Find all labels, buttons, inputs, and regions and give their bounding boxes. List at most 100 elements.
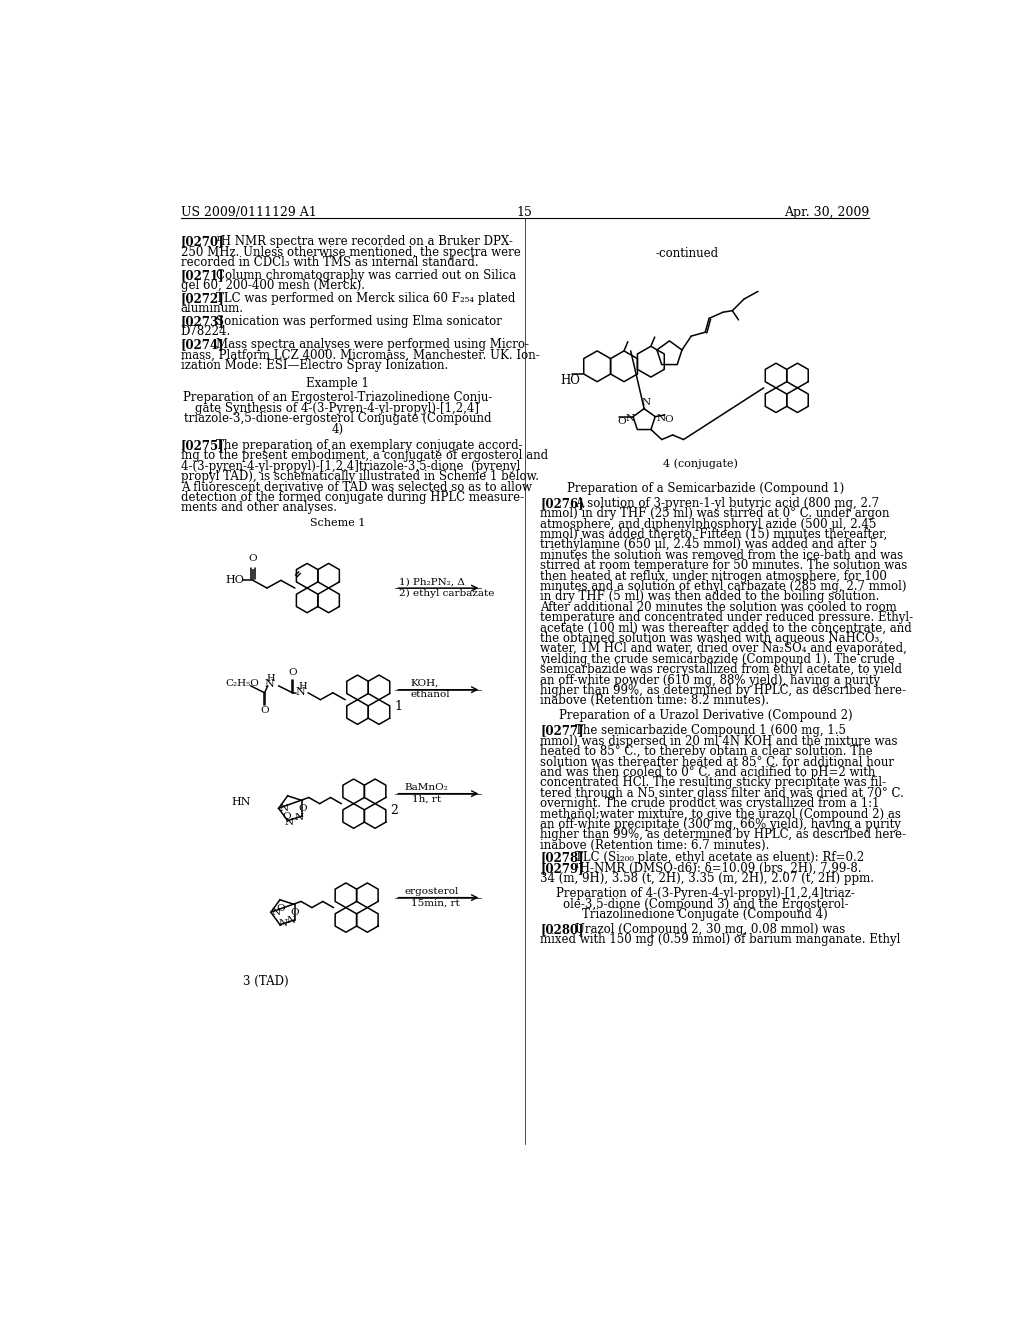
Text: [0277]: [0277] [541,725,584,738]
Text: mmol) was added thereto. Fifteen (15) minutes thereafter,: mmol) was added thereto. Fifteen (15) mi… [541,528,888,541]
Text: aluminum.: aluminum. [180,302,244,315]
Text: The semicarbazide Compound 1 (600 mg, 1.5: The semicarbazide Compound 1 (600 mg, 1.… [575,725,846,738]
Text: ergosterol: ergosterol [404,887,459,896]
Text: overnight. The crude product was crystallized from a 1:1: overnight. The crude product was crystal… [541,797,880,810]
Text: the obtained solution was washed with aqueous NaHCO₃,: the obtained solution was washed with aq… [541,632,884,645]
Text: 4-(3-pyren-4-yl-propyl)-[1,2,4]triazole-3,5-dione  (pyrenyl: 4-(3-pyren-4-yl-propyl)-[1,2,4]triazole-… [180,459,520,473]
Text: temperature and concentrated under reduced pressure. Ethyl-: temperature and concentrated under reduc… [541,611,913,624]
Text: Example 1: Example 1 [306,378,369,391]
Text: 2) ethyl carbazate: 2) ethyl carbazate [399,589,495,598]
Text: heated to 85° C., to thereby obtain a clear solution. The: heated to 85° C., to thereby obtain a cl… [541,744,872,758]
Text: [0270]: [0270] [180,235,224,248]
Text: O: O [261,706,269,715]
Text: concentrated HCl. The resulting sticky precipitate was fil-: concentrated HCl. The resulting sticky p… [541,776,887,789]
Text: Apr. 30, 2009: Apr. 30, 2009 [783,206,869,219]
Text: minutes and a solution of ethyl carbazate (285 mg, 2.7 mmol): minutes and a solution of ethyl carbazat… [541,579,907,593]
Text: 15: 15 [517,206,532,219]
Text: N: N [656,413,666,422]
Text: tered through a N5 sinter glass filter and was dried at 70° C.: tered through a N5 sinter glass filter a… [541,787,904,800]
Text: ¹H NMR spectra were recorded on a Bruker DPX-: ¹H NMR spectra were recorded on a Bruker… [216,235,512,248]
Text: [0278]: [0278] [541,851,584,865]
Text: [0271]: [0271] [180,269,224,282]
Text: solution was thereafter heated at 85° C. for additional hour: solution was thereafter heated at 85° C.… [541,755,894,768]
Text: and was then cooled to 0° C. and acidified to pH=2 with: and was then cooled to 0° C. and acidifi… [541,766,876,779]
Text: triazole-3,5-dione-ergosterol Conjugate (Compound: triazole-3,5-dione-ergosterol Conjugate … [183,412,490,425]
Text: ing to the present embodiment, a conjugate of ergosterol and: ing to the present embodiment, a conjuga… [180,449,548,462]
Text: Triazolinedione Conjugate (Compound 4): Triazolinedione Conjugate (Compound 4) [583,908,828,921]
Text: N: N [280,804,289,813]
Text: N: N [296,686,305,697]
Text: 4): 4) [331,422,343,436]
Text: C₂H₅O: C₂H₅O [225,678,259,688]
Text: then heated at reflux, under nitrogen atmosphere, for 100: then heated at reflux, under nitrogen at… [541,570,887,582]
Text: Sonication was performed using Elma sonicator: Sonication was performed using Elma soni… [216,315,502,329]
Text: ization Mode: ESI—Electro Spray Ionization.: ization Mode: ESI—Electro Spray Ionizati… [180,359,447,372]
Text: higher than 99%, as determined by HPLC, as described here-: higher than 99%, as determined by HPLC, … [541,829,906,841]
Text: N: N [642,397,651,407]
Text: US 2009/0111129 A1: US 2009/0111129 A1 [180,206,316,219]
Text: 3 (TAD): 3 (TAD) [243,974,289,987]
Text: 1h, rt: 1h, rt [413,795,441,804]
Text: Scheme 1: Scheme 1 [309,517,365,528]
Text: 250 MHz. Unless otherwise mentioned, the spectra were: 250 MHz. Unless otherwise mentioned, the… [180,246,520,259]
Text: Preparation of a Urazol Derivative (Compound 2): Preparation of a Urazol Derivative (Comp… [558,709,852,722]
Text: [0273]: [0273] [180,315,224,329]
Text: methanol:water mixture, to give the urazol (Compound 2) as: methanol:water mixture, to give the uraz… [541,808,901,821]
Text: HN: HN [231,797,251,807]
Text: H: H [299,682,307,692]
Text: Mass spectra analyses were performed using Micro-: Mass spectra analyses were performed usi… [216,338,528,351]
Text: atmosphere, and diphenylphosphoryl azide (500 μl, 2.45: atmosphere, and diphenylphosphoryl azide… [541,517,877,531]
Text: 2: 2 [390,804,398,817]
Text: [0276]: [0276] [541,496,584,510]
Text: acetate (100 ml) was thereafter added to the concentrate, and: acetate (100 ml) was thereafter added to… [541,622,912,635]
Text: N: N [279,919,288,928]
Text: O: O [289,668,297,677]
Text: N: N [295,813,304,822]
Text: O: O [617,417,627,425]
Text: ¹H-NMR (DMSO-d6): δ=10.09 (brs, 2H), 7.99-8.: ¹H-NMR (DMSO-d6): δ=10.09 (brs, 2H), 7.9… [575,862,861,875]
Text: 34 (m, 9H), 3.58 (t, 2H), 3.35 (m, 2H), 2.07 (t, 2H) ppm.: 34 (m, 9H), 3.58 (t, 2H), 3.35 (m, 2H), … [541,873,874,886]
Text: inabove (Retention time: 6.7 minutes).: inabove (Retention time: 6.7 minutes). [541,838,770,851]
Text: -continued: -continued [655,247,718,260]
Text: O: O [276,904,285,912]
Text: TLC was performed on Merck silica 60 F₂₅₄ plated: TLC was performed on Merck silica 60 F₂₅… [216,292,515,305]
Text: Urazol (Compound 2, 30 mg, 0.08 mmol) was: Urazol (Compound 2, 30 mg, 0.08 mmol) wa… [575,923,846,936]
Text: [0280]: [0280] [541,923,584,936]
Text: Preparation of a Semicarbazide (Compound 1): Preparation of a Semicarbazide (Compound… [566,482,844,495]
Text: inabove (Retention time: 8.2 minutes).: inabove (Retention time: 8.2 minutes). [541,694,769,708]
Text: higher than 99%, as determined by HPLC, as described here-: higher than 99%, as determined by HPLC, … [541,684,906,697]
Text: an off-white precipitate (300 mg, 66% yield), having a purity: an off-white precipitate (300 mg, 66% yi… [541,818,901,830]
Text: 15min, rt: 15min, rt [411,899,460,907]
Text: 1: 1 [394,700,402,713]
Text: After additional 20 minutes the solution was cooled to room: After additional 20 minutes the solution… [541,601,897,614]
Text: O: O [665,414,673,424]
Text: O: O [283,812,291,821]
Text: mixed with 150 mg (0.59 mmol) of barium manganate. Ethyl: mixed with 150 mg (0.59 mmol) of barium … [541,933,901,946]
Text: propyl TAD), is schematically illustrated in Scheme 1 below.: propyl TAD), is schematically illustrate… [180,470,539,483]
Text: HO: HO [225,576,245,585]
Text: water, 1M HCl and water, dried over Na₂SO₄ and evaporated,: water, 1M HCl and water, dried over Na₂S… [541,643,907,655]
Text: The preparation of an exemplary conjugate accord-: The preparation of an exemplary conjugat… [216,440,522,451]
Text: BaMnO₂: BaMnO₂ [404,783,449,792]
Text: 1) Ph₂PN₂, Δ: 1) Ph₂PN₂, Δ [399,577,465,586]
Text: [0274]: [0274] [180,338,224,351]
Text: A solution of 3-pyren-1-yl butyric acid (800 mg, 2.7: A solution of 3-pyren-1-yl butyric acid … [575,496,880,510]
Text: Preparation of 4-(3-Pyren-4-yl-propyl)-[1,2,4]triaz-: Preparation of 4-(3-Pyren-4-yl-propyl)-[… [556,887,855,900]
Text: N: N [626,413,635,422]
Text: detection of the formed conjugate during HPLC measure-: detection of the formed conjugate during… [180,491,524,504]
Text: [0275]: [0275] [180,440,224,451]
Text: stirred at room temperature for 50 minutes. The solution was: stirred at room temperature for 50 minut… [541,560,907,572]
Text: HO: HO [560,374,580,387]
Text: mass, Platform LCZ 4000. Micromass, Manchester. UK. Ion-: mass, Platform LCZ 4000. Micromass, Manc… [180,348,540,362]
Text: semicarbazide was recrystallized from ethyl acetate, to yield: semicarbazide was recrystallized from et… [541,663,902,676]
Text: N: N [264,680,274,689]
Text: Preparation of an Ergosterol-Triazolinedione Conju-: Preparation of an Ergosterol-Triazolined… [182,391,492,404]
Text: triethylamine (650 μl, 2.45 mmol) was added and after 5: triethylamine (650 μl, 2.45 mmol) was ad… [541,539,878,552]
Text: KOH,: KOH, [411,678,439,688]
Text: H: H [266,673,274,682]
Text: N: N [271,908,281,917]
Text: TLC (Si₂₀₀ plate, ethyl acetate as eluent): Rf=0.2: TLC (Si₂₀₀ plate, ethyl acetate as eluen… [575,851,864,865]
Text: ole-3,5-dione (Compound 3) and the Ergosterol-: ole-3,5-dione (Compound 3) and the Ergos… [562,898,848,911]
Text: N: N [287,916,296,925]
Text: gel 60, 200-400 mesh (Merck).: gel 60, 200-400 mesh (Merck). [180,280,365,292]
